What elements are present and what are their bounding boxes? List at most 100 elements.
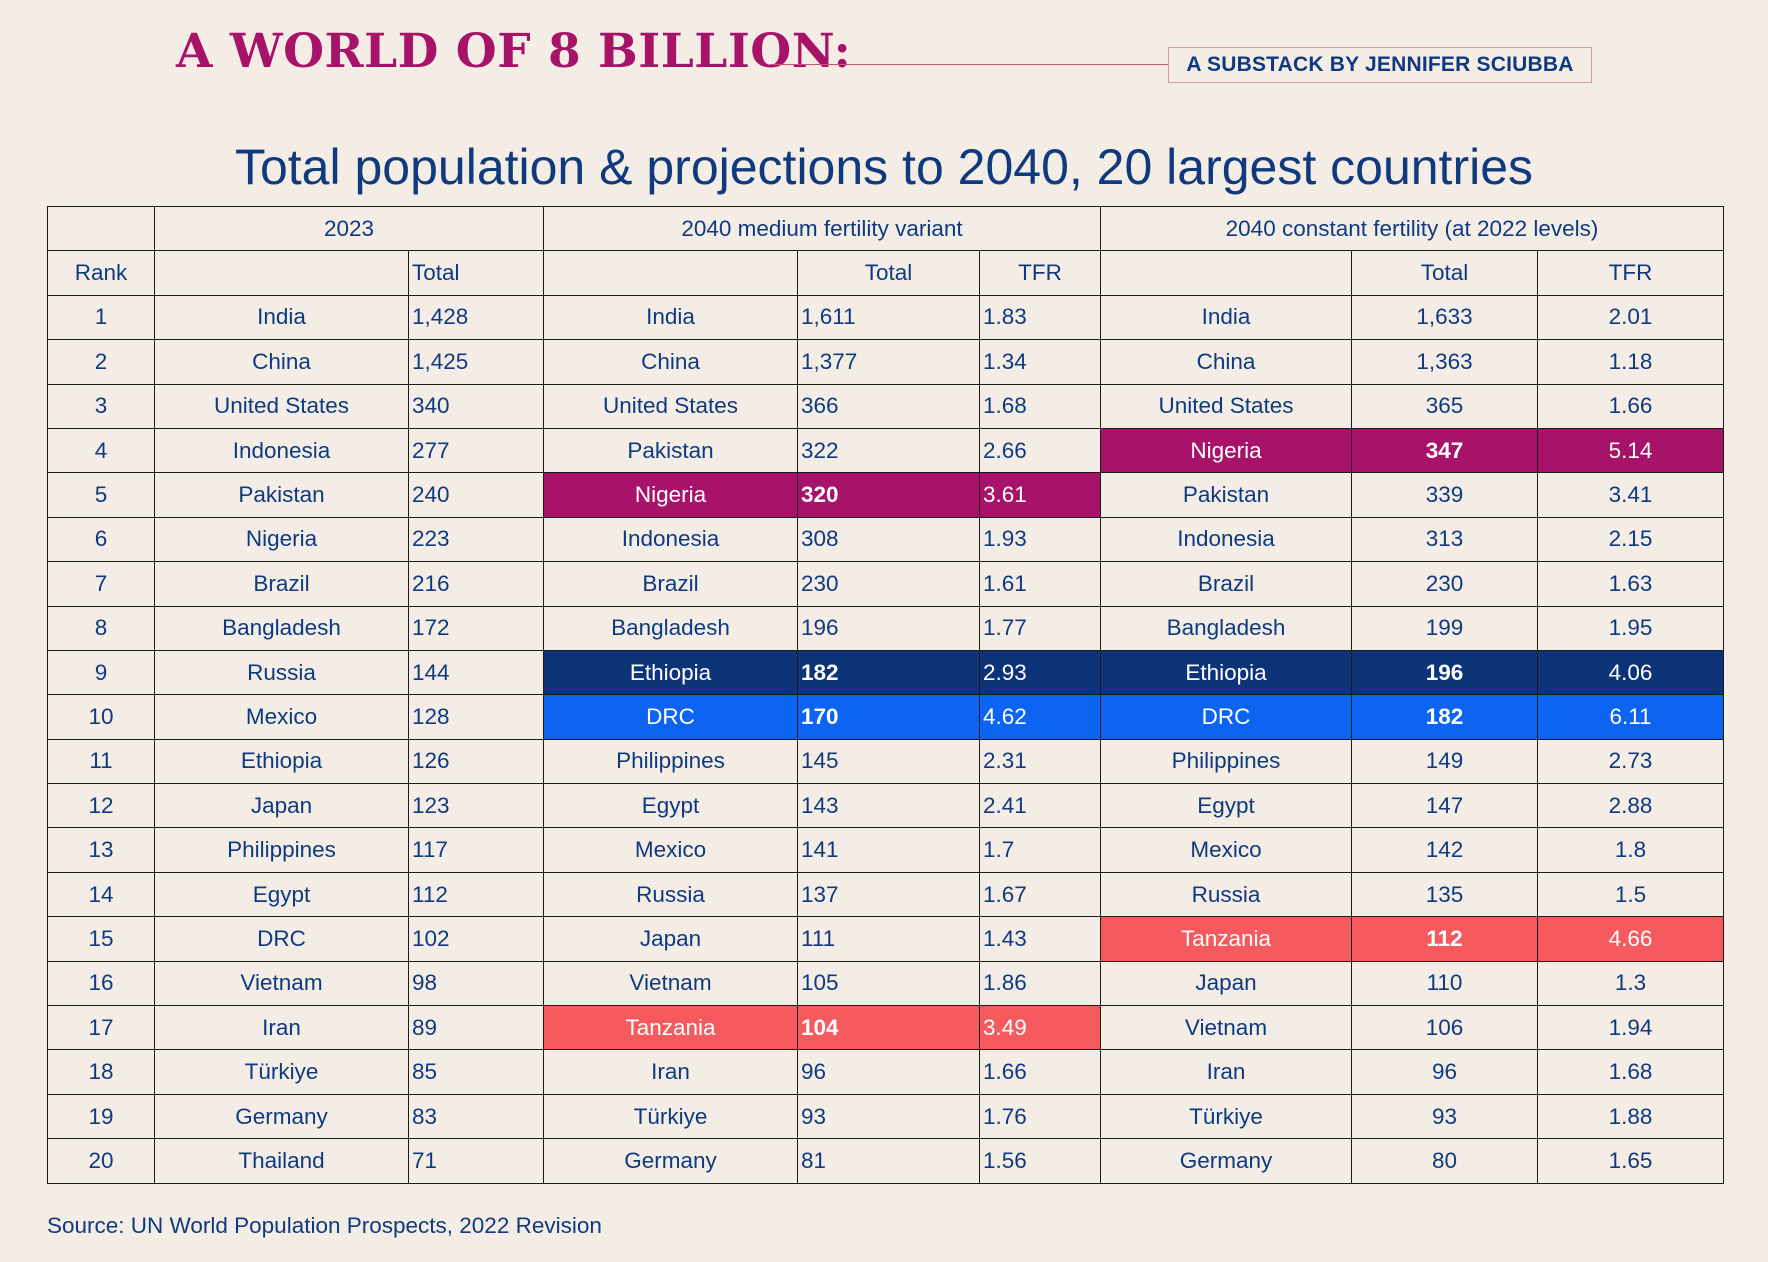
cell-total-medium: 137 (797, 871, 980, 918)
cell-rank: 18 (47, 1049, 155, 1095)
table-row: 6 Nigeria 223 Indonesia 308 1.93 Indonesia 313 2… (47, 516, 1725, 563)
cell-rank: 1 (47, 294, 155, 341)
cell-tfr-medium: 1.67 (979, 871, 1101, 918)
cell-rank: 16 (47, 960, 155, 1007)
cell-tfr-constant: 4.66 (1536, 916, 1725, 962)
cell-total-medium: 1,611 (797, 294, 980, 341)
cell-country-2023: Russia (154, 649, 409, 696)
cell-country-2023: Egypt (154, 871, 409, 918)
cell-tfr-medium: 1.76 (979, 1093, 1101, 1140)
table-row: 18 Türkiye 85 Iran 96 1.66 Iran 96 1.68 (47, 1049, 1725, 1095)
cell-tfr-medium: 3.49 (979, 1005, 1101, 1051)
cell-country-constant: Türkiye (1100, 1093, 1352, 1140)
cell-country-medium: China (543, 339, 798, 385)
cell-tfr-medium: 1.34 (979, 339, 1101, 385)
table-row: 16 Vietnam 98 Vietnam 105 1.86 Japan 110 1.3 (47, 960, 1725, 1007)
cell-tfr-medium: 1.93 (979, 516, 1101, 563)
cell-total-medium: 104 (797, 1005, 980, 1051)
cell-total-medium: 170 (797, 694, 980, 740)
table-row: 15 DRC 102 Japan 111 1.43 Tanzania 112 4.66 (47, 916, 1725, 962)
cell-tfr-constant: 2.15 (1536, 516, 1725, 563)
table-row: 3 United States 340 United States 366 1.68 Uni… (47, 383, 1725, 429)
cell-rank: 6 (47, 516, 155, 563)
substack-badge: A SUBSTACK BY JENNIFER SCIUBBA (1168, 47, 1592, 83)
table-body: 1 India 1,428 India 1,611 1.83 India 1,633 2.01 2… (47, 294, 1725, 1184)
cell-total-medium: 308 (797, 516, 980, 563)
cell-total-medium: 320 (797, 472, 980, 518)
cell-country-2023: United States (154, 383, 409, 429)
col-header-country-2023 (154, 250, 409, 296)
cell-total-medium: 81 (797, 1138, 980, 1184)
cell-country-2023: Indonesia (154, 427, 409, 474)
cell-total-2023: 1,425 (408, 339, 544, 385)
banner: A WORLD OF 8 BILLION: A SUBSTACK BY JENN… (0, 0, 1768, 110)
cell-rank: 5 (47, 472, 155, 518)
col-header-country-constant (1100, 250, 1352, 296)
cell-tfr-medium: 1.7 (979, 827, 1101, 873)
cell-tfr-constant: 6.11 (1536, 694, 1725, 740)
cell-total-constant: 142 (1351, 827, 1538, 873)
cell-country-2023: India (154, 294, 409, 341)
cell-total-constant: 365 (1351, 383, 1538, 429)
cell-total-2023: 128 (408, 694, 544, 740)
table-row: 8 Bangladesh 172 Bangladesh 196 1.77 Banglades… (47, 605, 1725, 651)
cell-total-medium: 141 (797, 827, 980, 873)
cell-tfr-medium: 1.43 (979, 916, 1101, 962)
cell-country-constant: Russia (1100, 871, 1352, 918)
cell-country-2023: Pakistan (154, 472, 409, 518)
cell-total-constant: 147 (1351, 783, 1538, 829)
cell-tfr-medium: 1.56 (979, 1138, 1101, 1184)
cell-tfr-medium: 1.68 (979, 383, 1101, 429)
group-header-row: 2023 2040 medium fertility variant 2040 … (47, 205, 1725, 252)
cell-total-constant: 135 (1351, 871, 1538, 918)
cell-total-constant: 313 (1351, 516, 1538, 563)
cell-country-constant: Brazil (1100, 561, 1352, 607)
cell-country-medium: Ethiopia (543, 649, 798, 696)
cell-country-medium: Russia (543, 871, 798, 918)
cell-tfr-constant: 2.73 (1536, 738, 1725, 785)
cell-country-2023: Vietnam (154, 960, 409, 1007)
cell-country-2023: Japan (154, 783, 409, 829)
cell-tfr-constant: 1.18 (1536, 339, 1725, 385)
cell-country-2023: DRC (154, 916, 409, 962)
cell-total-2023: 126 (408, 738, 544, 785)
cell-country-medium: Brazil (543, 561, 798, 607)
cell-country-2023: Iran (154, 1005, 409, 1051)
column-header-row: Rank Total Total TFR Total TFR (47, 250, 1725, 296)
cell-country-2023: Türkiye (154, 1049, 409, 1095)
cell-rank: 19 (47, 1093, 155, 1140)
cell-tfr-constant: 2.01 (1536, 294, 1725, 341)
cell-rank: 8 (47, 605, 155, 651)
cell-tfr-constant: 1.63 (1536, 561, 1725, 607)
cell-total-2023: 340 (408, 383, 544, 429)
cell-tfr-constant: 1.88 (1536, 1093, 1725, 1140)
cell-country-2023: Bangladesh (154, 605, 409, 651)
cell-total-constant: 339 (1351, 472, 1538, 518)
cell-country-medium: Nigeria (543, 472, 798, 518)
cell-country-constant: Egypt (1100, 783, 1352, 829)
cell-country-constant: Iran (1100, 1049, 1352, 1095)
group-header-medium-fertility: 2040 medium fertility variant (543, 205, 1101, 252)
cell-tfr-constant: 1.66 (1536, 383, 1725, 429)
cell-tfr-medium: 2.31 (979, 738, 1101, 785)
cell-country-constant: China (1100, 339, 1352, 385)
cell-country-medium: India (543, 294, 798, 341)
cell-total-2023: 123 (408, 783, 544, 829)
cell-country-constant: Germany (1100, 1138, 1352, 1184)
cell-country-constant: Philippines (1100, 738, 1352, 785)
cell-total-2023: 240 (408, 472, 544, 518)
cell-tfr-medium: 1.77 (979, 605, 1101, 651)
cell-country-constant: Indonesia (1100, 516, 1352, 563)
cell-rank: 9 (47, 649, 155, 696)
cell-total-constant: 196 (1351, 649, 1538, 696)
cell-total-medium: 322 (797, 427, 980, 474)
cell-tfr-constant: 5.14 (1536, 427, 1725, 474)
cell-tfr-medium: 1.61 (979, 561, 1101, 607)
cell-total-2023: 144 (408, 649, 544, 696)
table-row: 19 Germany 83 Türkiye 93 1.76 Türkiye 93 1.88 (47, 1093, 1725, 1140)
col-header-total-constant: Total (1351, 250, 1538, 296)
cell-tfr-medium: 3.61 (979, 472, 1101, 518)
cell-total-medium: 96 (797, 1049, 980, 1095)
brand-title: A WORLD OF 8 BILLION: (176, 24, 852, 79)
cell-country-medium: Türkiye (543, 1093, 798, 1140)
